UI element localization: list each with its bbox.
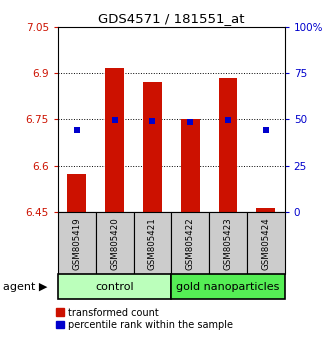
Text: GSM805423: GSM805423 — [223, 217, 232, 270]
Bar — [181, 119, 200, 212]
Bar — [209, 212, 247, 274]
Bar — [133, 212, 171, 274]
Title: GDS4571 / 181551_at: GDS4571 / 181551_at — [98, 12, 245, 25]
Text: control: control — [95, 282, 134, 292]
Bar — [58, 212, 96, 274]
Text: GSM805419: GSM805419 — [72, 217, 81, 270]
Text: agent ▶: agent ▶ — [3, 282, 48, 292]
Bar — [68, 174, 86, 212]
Bar — [218, 78, 237, 212]
Text: GSM805420: GSM805420 — [110, 217, 119, 270]
Text: gold nanoparticles: gold nanoparticles — [176, 282, 280, 292]
Bar — [247, 212, 285, 274]
Bar — [171, 212, 209, 274]
Legend: transformed count, percentile rank within the sample: transformed count, percentile rank withi… — [56, 308, 233, 330]
Text: GSM805421: GSM805421 — [148, 217, 157, 270]
Text: GSM805422: GSM805422 — [186, 217, 195, 270]
Bar — [171, 274, 285, 299]
Bar — [58, 274, 171, 299]
Bar — [96, 212, 133, 274]
Bar — [256, 209, 275, 212]
Bar — [105, 68, 124, 212]
Text: GSM805424: GSM805424 — [261, 217, 270, 270]
Bar — [143, 82, 162, 212]
